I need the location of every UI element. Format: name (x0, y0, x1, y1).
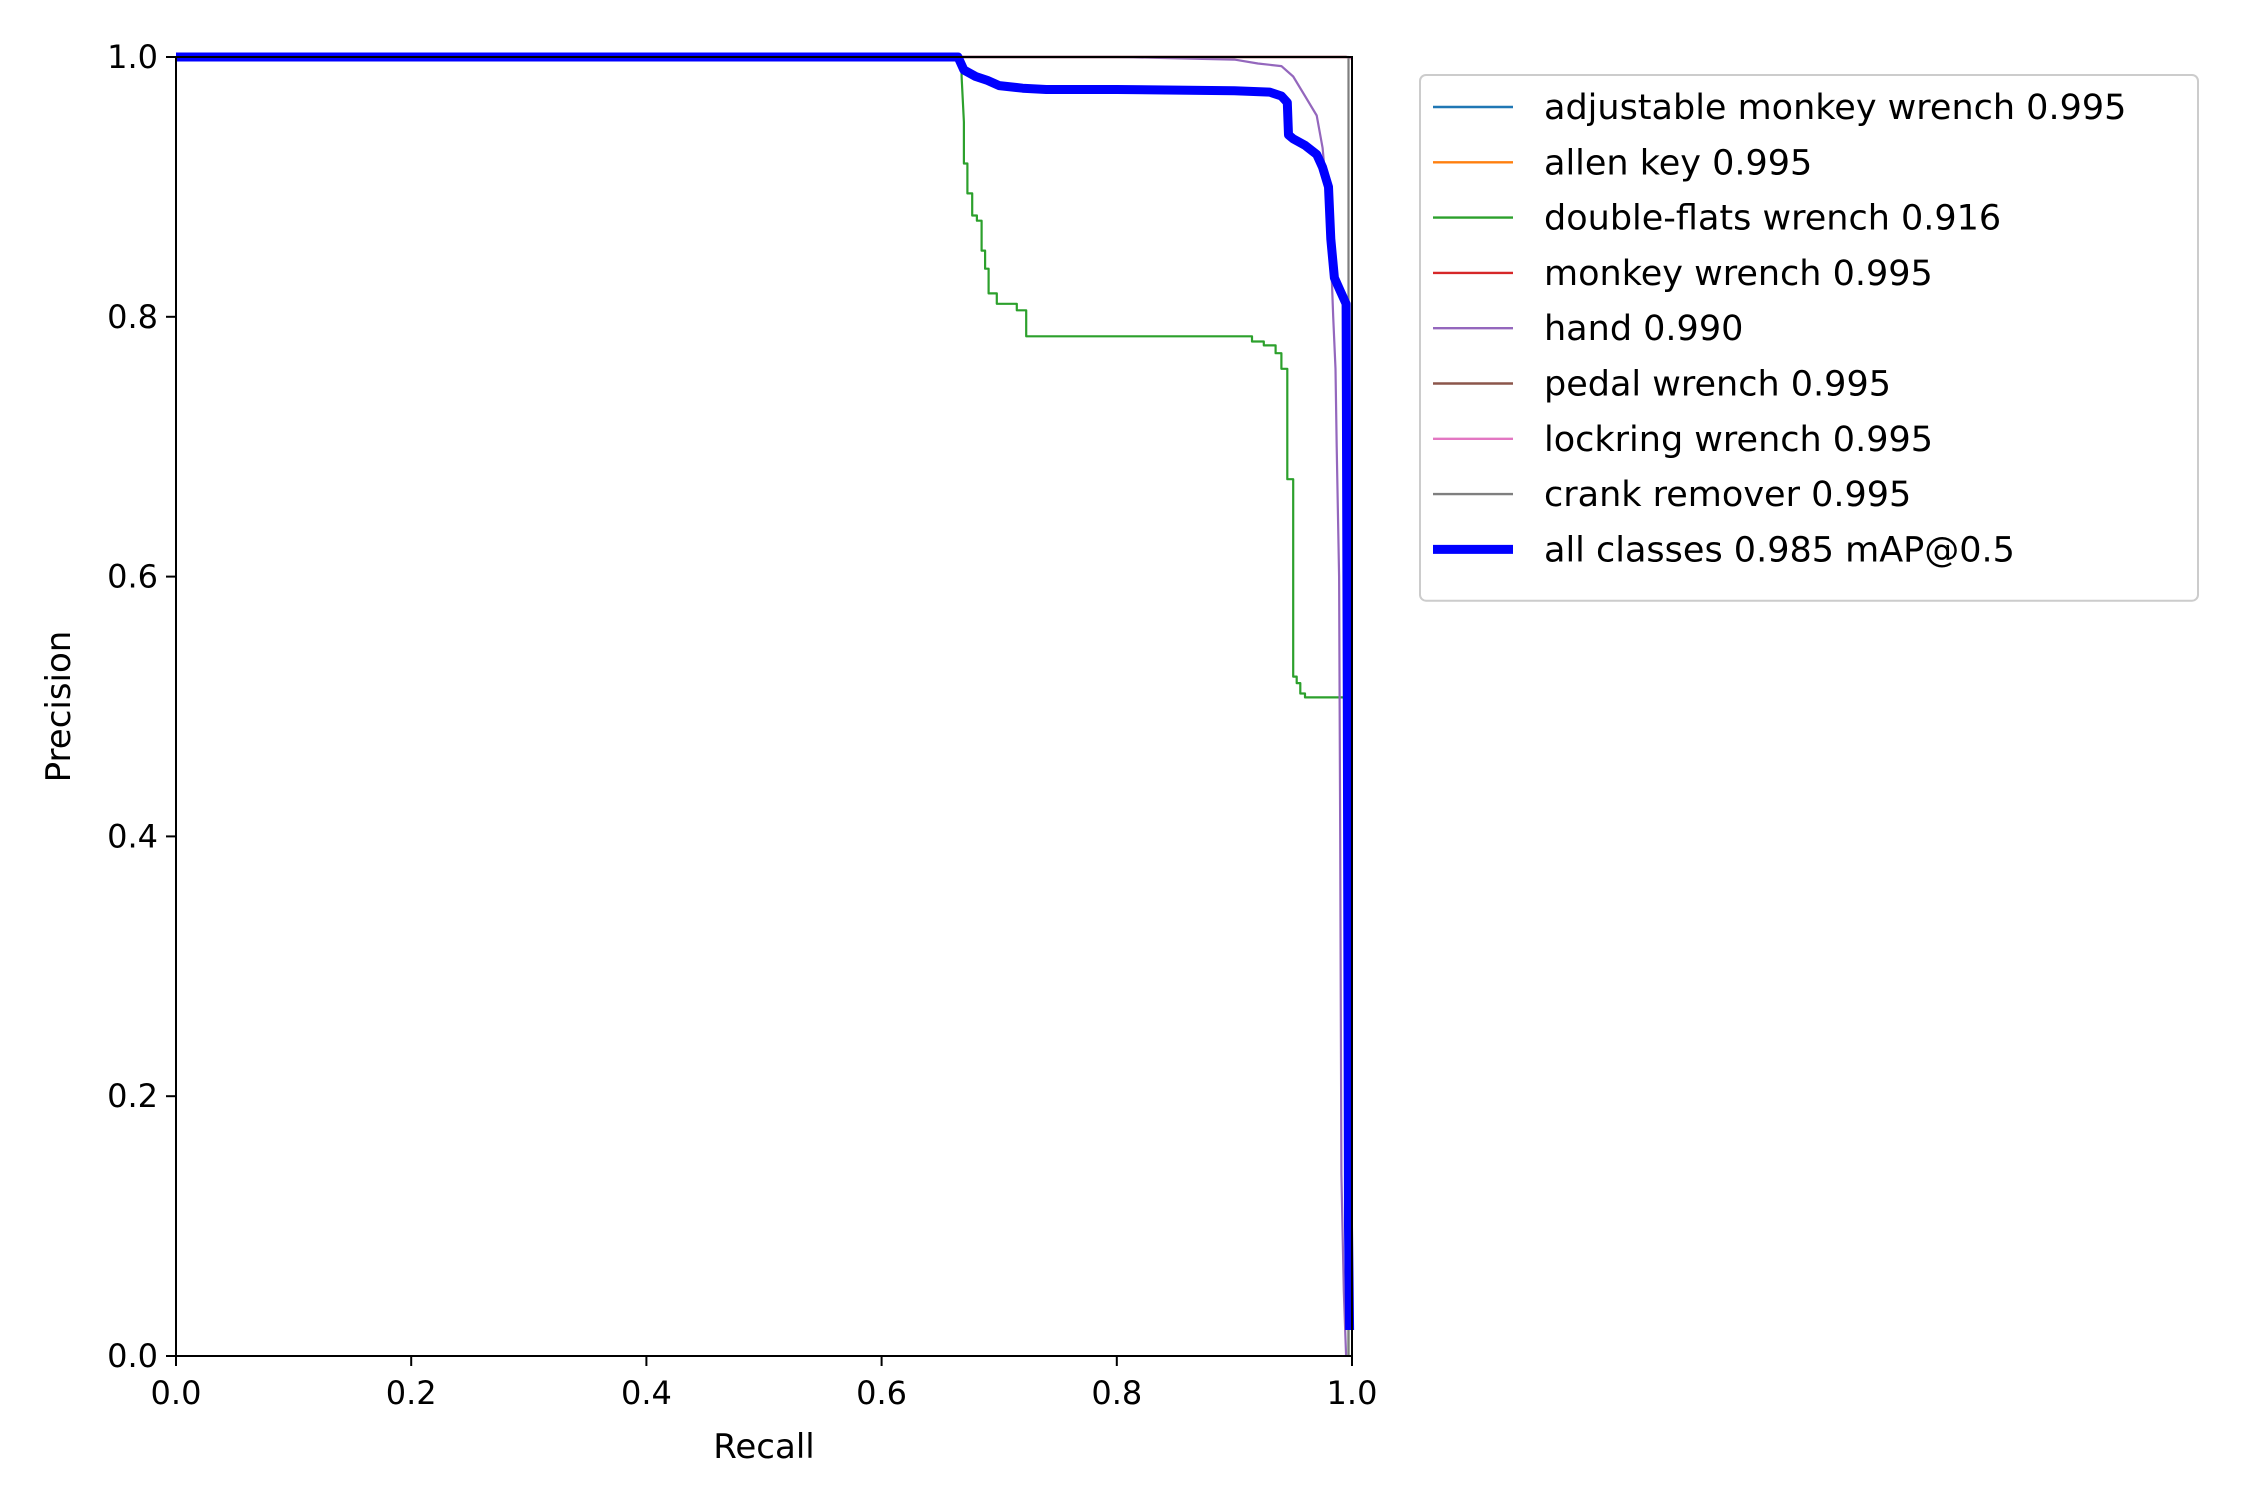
legend-label: pedal wrench 0.995 (1544, 365, 1891, 405)
axes-frame (175, 56, 1353, 1357)
legend-label: monkey wrench 0.995 (1544, 254, 1933, 294)
x-tick-label: 0.0 (151, 1374, 202, 1412)
legend-box (1419, 74, 2199, 602)
y-tick-label: 0.6 (107, 558, 158, 596)
series-line-7 (176, 55, 1350, 1356)
x-tick-label: 0.6 (856, 1374, 907, 1412)
x-tick-label: 0.8 (1091, 1374, 1142, 1412)
legend-label: lockring wrench 0.995 (1544, 420, 1933, 460)
x-tick-label: 0.2 (386, 1374, 437, 1412)
y-tick-label: 0.0 (107, 1337, 158, 1375)
y-tick-label: 0.8 (107, 298, 158, 336)
x-tick-label: 1.0 (1327, 1374, 1378, 1412)
y-tick-label: 0.2 (107, 1077, 158, 1115)
legend-label: crank remover 0.995 (1544, 475, 1911, 515)
y-axis-title: Precision (39, 631, 79, 783)
ticks-layer: 0.0 0.2 0.4 0.6 0.8 1.0 0.0 0.2 0.4 0.6 0.8 1.0 (107, 38, 1377, 1412)
legend-label: double-flats wrench 0.916 (1544, 199, 2001, 239)
series-line-4 (176, 55, 1348, 1357)
y-tick-label: 0.4 (107, 817, 158, 855)
series-layer (176, 52, 1355, 1357)
series-line-2 (176, 55, 1350, 1356)
y-tick-label: 1.0 (107, 38, 158, 76)
legend-label: allen key 0.995 (1544, 143, 1812, 183)
legend-label: hand 0.990 (1544, 309, 1743, 349)
legend-label: adjustable monkey wrench 0.995 (1544, 88, 2126, 128)
legend-label: all classes 0.985 mAP@0.5 (1544, 530, 2015, 570)
x-tick-label: 0.4 (621, 1374, 672, 1412)
legend: adjustable monkey wrench 0.995 allen key … (1419, 74, 2199, 602)
x-axis-title: Recall (713, 1427, 814, 1467)
series-line-8 (176, 52, 1355, 1331)
